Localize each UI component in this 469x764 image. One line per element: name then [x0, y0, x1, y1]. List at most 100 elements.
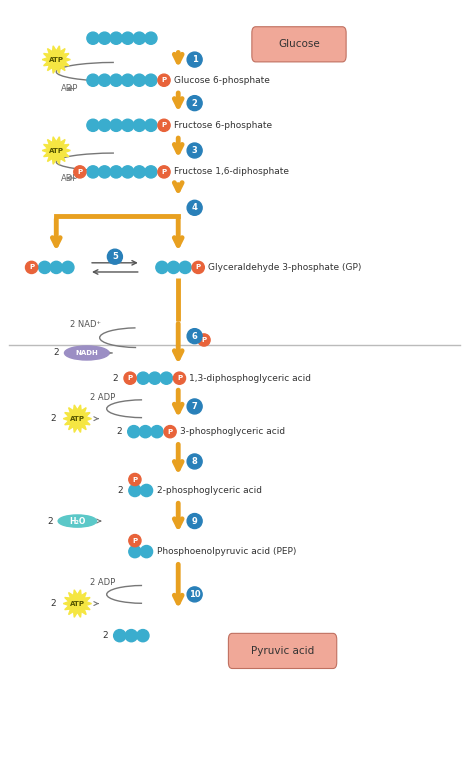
Ellipse shape: [121, 74, 134, 86]
Ellipse shape: [137, 372, 149, 384]
Ellipse shape: [129, 535, 141, 547]
Text: Pyruvic acid: Pyruvic acid: [251, 646, 314, 656]
Text: Fructose 1,6-diphosphate: Fructose 1,6-diphosphate: [174, 167, 289, 176]
Text: 2 ADP: 2 ADP: [90, 393, 115, 402]
Ellipse shape: [87, 74, 99, 86]
Text: 6: 6: [192, 332, 197, 341]
Text: P: P: [161, 169, 166, 175]
Ellipse shape: [158, 166, 170, 178]
Ellipse shape: [164, 426, 176, 438]
Text: 2: 2: [191, 329, 196, 338]
Ellipse shape: [179, 261, 191, 274]
Ellipse shape: [145, 119, 157, 131]
Ellipse shape: [151, 426, 163, 438]
Text: 2: 2: [192, 99, 197, 108]
Text: 2: 2: [51, 414, 60, 423]
Ellipse shape: [158, 119, 170, 131]
Text: ADP: ADP: [61, 84, 78, 93]
Text: P: P: [202, 337, 206, 343]
Text: Glucose 6-phosphate: Glucose 6-phosphate: [174, 76, 270, 85]
Text: P: P: [132, 538, 137, 544]
Text: 2: 2: [48, 516, 56, 526]
Text: 4: 4: [192, 203, 197, 212]
Ellipse shape: [121, 32, 134, 44]
Text: P: P: [77, 169, 83, 175]
Text: 3: 3: [192, 146, 197, 155]
Ellipse shape: [198, 334, 210, 346]
Ellipse shape: [98, 74, 111, 86]
Ellipse shape: [62, 261, 74, 274]
Text: P: P: [177, 375, 182, 381]
Ellipse shape: [145, 32, 157, 44]
Ellipse shape: [156, 261, 168, 274]
Ellipse shape: [139, 426, 151, 438]
Ellipse shape: [87, 166, 99, 178]
Text: P: P: [128, 375, 133, 381]
Text: P: P: [132, 477, 137, 483]
Ellipse shape: [110, 32, 122, 44]
Ellipse shape: [128, 426, 140, 438]
Text: 8: 8: [192, 457, 197, 466]
Ellipse shape: [125, 630, 137, 642]
Text: 5: 5: [112, 252, 118, 261]
Ellipse shape: [187, 513, 202, 529]
Ellipse shape: [187, 143, 202, 158]
Ellipse shape: [187, 96, 202, 111]
Text: 2: 2: [54, 348, 62, 358]
Text: P: P: [161, 77, 166, 83]
FancyBboxPatch shape: [252, 27, 346, 62]
Polygon shape: [63, 405, 91, 432]
Ellipse shape: [174, 372, 186, 384]
Ellipse shape: [187, 454, 202, 469]
Ellipse shape: [187, 329, 202, 344]
Text: 2: 2: [113, 374, 121, 383]
Text: 2: 2: [103, 631, 111, 640]
Text: ATP: ATP: [70, 601, 85, 607]
Ellipse shape: [121, 166, 134, 178]
Text: ATP: ATP: [70, 416, 85, 422]
Text: 1,3-diphosphoglyceric acid: 1,3-diphosphoglyceric acid: [189, 374, 311, 383]
Ellipse shape: [110, 119, 122, 131]
Ellipse shape: [187, 399, 202, 414]
Ellipse shape: [160, 372, 173, 384]
Polygon shape: [42, 137, 70, 164]
Text: P: P: [167, 429, 173, 435]
Ellipse shape: [158, 74, 170, 86]
Ellipse shape: [187, 200, 202, 215]
Text: 2 ADP: 2 ADP: [90, 578, 115, 587]
Ellipse shape: [107, 249, 122, 264]
Text: ATP: ATP: [49, 57, 64, 63]
Text: 3-phosphoglyceric acid: 3-phosphoglyceric acid: [180, 427, 285, 436]
Text: 2: 2: [118, 486, 127, 495]
Ellipse shape: [87, 119, 99, 131]
Ellipse shape: [137, 630, 149, 642]
Ellipse shape: [98, 32, 111, 44]
Ellipse shape: [140, 484, 152, 497]
Text: ADP: ADP: [61, 173, 78, 183]
Text: Glyceraldehyde 3-phosphate (GP): Glyceraldehyde 3-phosphate (GP): [208, 263, 362, 272]
Ellipse shape: [145, 166, 157, 178]
Text: Glucose: Glucose: [278, 39, 320, 50]
Ellipse shape: [192, 261, 204, 274]
Ellipse shape: [25, 261, 38, 274]
Ellipse shape: [110, 166, 122, 178]
Ellipse shape: [129, 484, 141, 497]
FancyBboxPatch shape: [228, 633, 337, 668]
Ellipse shape: [113, 630, 126, 642]
Ellipse shape: [98, 119, 111, 131]
Text: P: P: [29, 264, 34, 270]
Text: Fructose 6-phosphate: Fructose 6-phosphate: [174, 121, 272, 130]
Text: 1: 1: [192, 55, 197, 64]
Ellipse shape: [50, 261, 62, 274]
Ellipse shape: [121, 119, 134, 131]
Text: Phosphoenolpyruvic acid (PEP): Phosphoenolpyruvic acid (PEP): [157, 547, 297, 556]
Ellipse shape: [133, 74, 145, 86]
Ellipse shape: [133, 119, 145, 131]
Text: 2-phosphoglyceric acid: 2-phosphoglyceric acid: [157, 486, 262, 495]
Text: P: P: [196, 264, 201, 270]
Ellipse shape: [187, 52, 202, 67]
Ellipse shape: [87, 32, 99, 44]
Text: 2: 2: [117, 427, 125, 436]
Ellipse shape: [58, 515, 97, 527]
Ellipse shape: [167, 261, 180, 274]
